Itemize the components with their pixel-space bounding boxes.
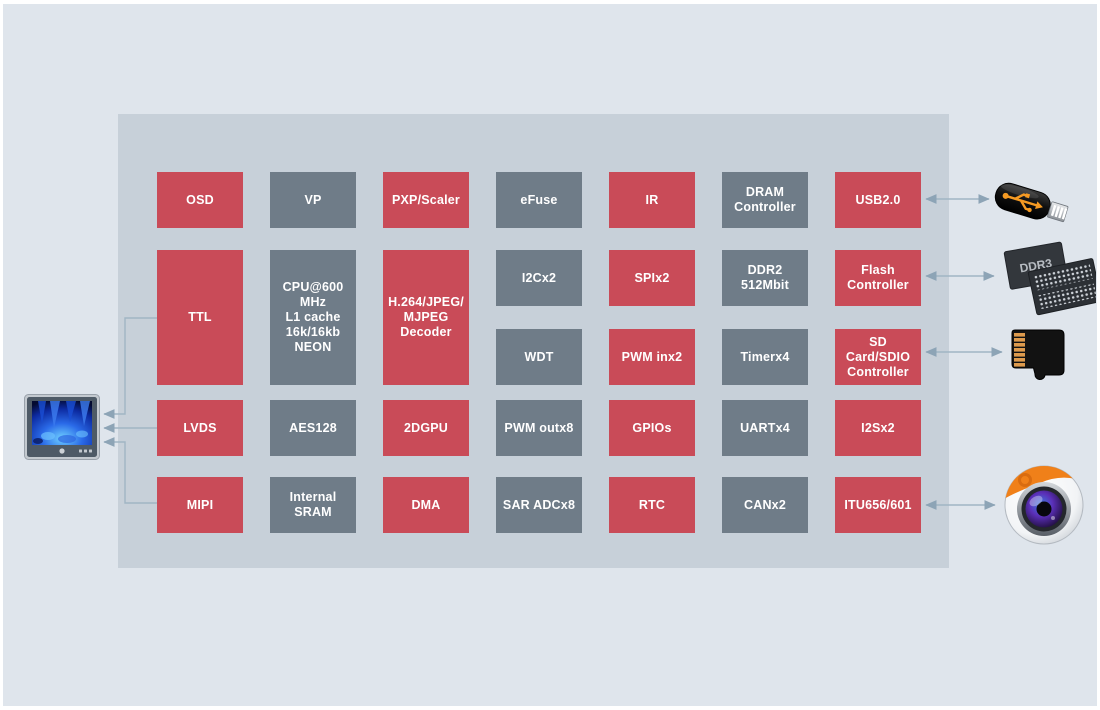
soc-block-wdt: WDT [496,329,582,385]
usb-trident-icon [1002,192,1043,213]
ddr3-memory-chips-image: DDR3 [996,238,1096,316]
soc-block-flash-controller: Flash Controller [835,250,921,306]
soc-block-sd-sdio-controller: SD Card/SDIO Controller [835,329,921,385]
soc-block-rtc: RTC [609,477,695,533]
soc-block-h264-decoder: H.264/JPEG/ MJPEG Decoder [383,250,469,385]
soc-block-dma: DMA [383,477,469,533]
soc-block-dram-controller: DRAM Controller [722,172,808,228]
soc-block-internal-sram: Internal SRAM [270,477,356,533]
soc-block-pwm-out: PWM outx8 [496,400,582,456]
soc-block-uart: UARTx4 [722,400,808,456]
soc-block-spi: SPIx2 [609,250,695,306]
soc-block-vp: VP [270,172,356,228]
soc-block-timer: Timerx4 [722,329,808,385]
camera-module-image [1002,463,1086,547]
soc-block-cpu: CPU@600 MHz L1 cache 16k/16kb NEON [270,250,356,385]
soc-block-efuse: eFuse [496,172,582,228]
usb-flash-drive-image [992,164,1078,236]
soc-block-usb2: USB2.0 [835,172,921,228]
soc-block-can: CANx2 [722,477,808,533]
soc-block-ttl: TTL [157,250,243,385]
soc-block-mipi: MIPI [157,477,243,533]
monitor-power-button [59,448,65,454]
soc-block-gpu2d: 2DGPU [383,400,469,456]
sd-card-pins [1014,333,1025,367]
soc-block-osd: OSD [157,172,243,228]
soc-block-lvds: LVDS [157,400,243,456]
lcd-monitor-image [24,394,100,460]
soc-block-itu: ITU656/601 [835,477,921,533]
soc-block-gpios: GPIOs [609,400,695,456]
soc-block-pxp-scaler: PXP/Scaler [383,172,469,228]
soc-block-pwm-in: PWM inx2 [609,329,695,385]
soc-block-sar-adc: SAR ADCx8 [496,477,582,533]
soc-block-ddr2: DDR2 512Mbit [722,250,808,306]
camera-ring-icon [1018,473,1032,487]
soc-block-ir: IR [609,172,695,228]
soc-block-i2s: I2Sx2 [835,400,921,456]
micro-sd-card-image [1006,328,1072,382]
soc-block-aes128: AES128 [270,400,356,456]
soc-block-i2c: I2Cx2 [496,250,582,306]
